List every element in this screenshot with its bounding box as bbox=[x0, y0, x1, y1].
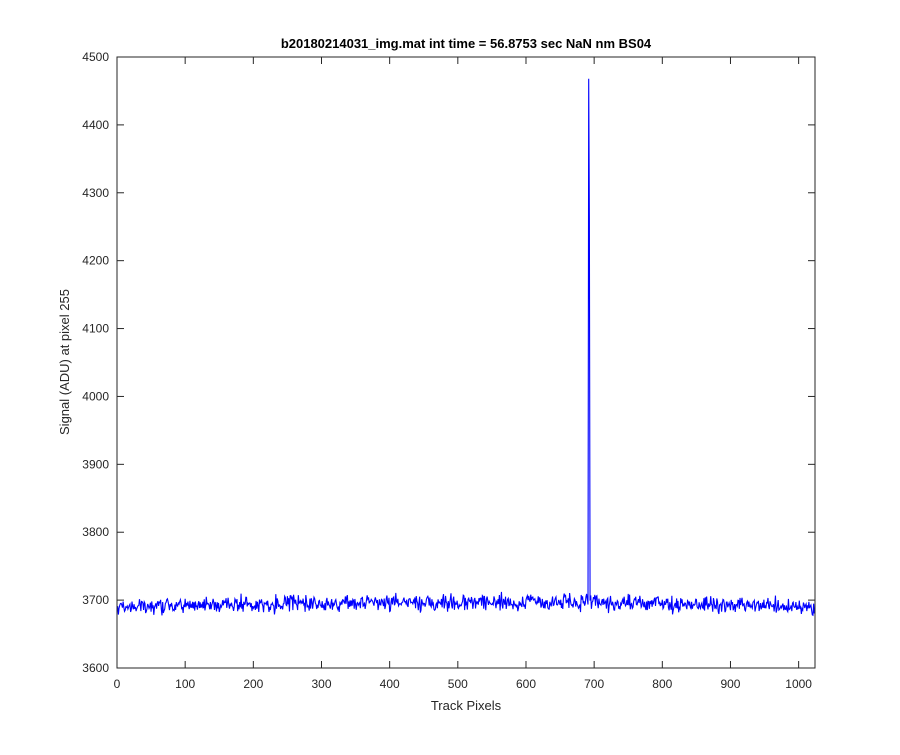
chart-title: b20180214031_img.mat int time = 56.8753 … bbox=[281, 36, 652, 51]
x-tick-label: 300 bbox=[311, 677, 331, 691]
axes-box bbox=[116, 56, 816, 669]
x-axis-label: Track Pixels bbox=[431, 698, 502, 713]
y-axis-ticks: 3600 3700 3800 3900 4000 4100 4200 4300 4400 4500 bbox=[82, 50, 815, 675]
y-tick-label: 3700 bbox=[82, 593, 109, 607]
y-tick-label: 4200 bbox=[82, 254, 109, 268]
y-tick-label: 3600 bbox=[82, 661, 109, 675]
x-tick-label: 600 bbox=[516, 677, 536, 691]
y-tick-label: 4500 bbox=[82, 50, 109, 64]
y-tick-label: 4000 bbox=[82, 389, 109, 403]
x-tick-label: 1000 bbox=[785, 677, 812, 691]
y-axis-label: Signal (ADU) at pixel 255 bbox=[57, 289, 72, 435]
x-tick-label: 0 bbox=[114, 677, 121, 691]
x-tick-label: 500 bbox=[448, 677, 468, 691]
y-tick-label: 4100 bbox=[82, 322, 109, 336]
y-tick-label: 4300 bbox=[82, 186, 109, 200]
y-tick-label: 3800 bbox=[82, 525, 109, 539]
x-tick-label: 800 bbox=[652, 677, 672, 691]
plot-area bbox=[117, 57, 815, 668]
x-tick-label: 200 bbox=[243, 677, 263, 691]
y-tick-label: 3900 bbox=[82, 457, 109, 471]
x-axis-ticks: 0 100 200 300 400 500 600 700 800 900 1000 bbox=[114, 57, 812, 691]
x-tick-label: 100 bbox=[175, 677, 195, 691]
data-layer bbox=[116, 78, 815, 617]
signal-series-line bbox=[116, 78, 815, 617]
x-tick-label: 400 bbox=[380, 677, 400, 691]
x-tick-label: 700 bbox=[584, 677, 604, 691]
x-tick-label: 900 bbox=[720, 677, 740, 691]
y-tick-label: 4400 bbox=[82, 118, 109, 132]
